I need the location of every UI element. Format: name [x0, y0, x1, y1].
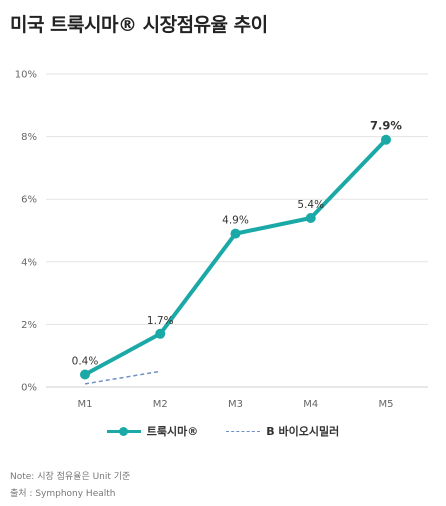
y-tick-label: 2%	[21, 320, 37, 331]
y-tick-label: 10%	[15, 70, 37, 81]
y-tick-label: 8%	[21, 132, 37, 143]
data-label: 0.4%	[72, 355, 99, 367]
legend-line-solid	[106, 426, 141, 436]
x-tick-label: M5	[379, 399, 394, 410]
legend-item-b-biosimilar: B 바이오시밀러	[226, 423, 339, 439]
line-chart: 0% 2% 4% 6% 8% 10% M1 M2 M3 M4 M5 0.4% 1.7% 4.9% 5.4% 7…	[15, 70, 428, 410]
legend-label-truxima: 트룩시마®	[146, 425, 199, 438]
chart-title: 미국 트룩시마® 시장점유율 추이	[10, 14, 268, 36]
legend-line-dashed	[226, 430, 261, 432]
data-point	[155, 328, 166, 339]
legend-item-truxima: 트룩시마®	[106, 423, 199, 439]
data-point	[80, 369, 90, 380]
data-label: 7.9%	[370, 119, 402, 133]
data-point	[381, 134, 391, 145]
x-tick-label: M2	[153, 399, 168, 410]
data-label: 4.9%	[222, 215, 249, 227]
y-tick-label: 4%	[21, 257, 37, 268]
data-label: 5.4%	[297, 199, 324, 211]
data-point	[230, 228, 241, 239]
data-label: 1.7%	[147, 315, 174, 327]
x-tick-label: M4	[303, 399, 318, 410]
x-tick-label: M3	[228, 399, 243, 410]
data-point	[305, 212, 316, 223]
y-tick-label: 6%	[21, 195, 37, 206]
legend: 트룩시마® B 바이오시밀러	[0, 423, 446, 439]
series-line-truxima	[84, 138, 388, 377]
y-tick-label: 0%	[21, 383, 37, 394]
chart-note: Note: 시장 점유율은 Unit 기준	[10, 472, 131, 482]
legend-label-b-biosimilar: B 바이오시밀러	[266, 425, 340, 438]
series-line-b-biosimilar	[84, 370, 161, 385]
chart-source: 출처 : Symphony Health	[10, 489, 116, 499]
x-tick-label: M1	[78, 399, 93, 410]
